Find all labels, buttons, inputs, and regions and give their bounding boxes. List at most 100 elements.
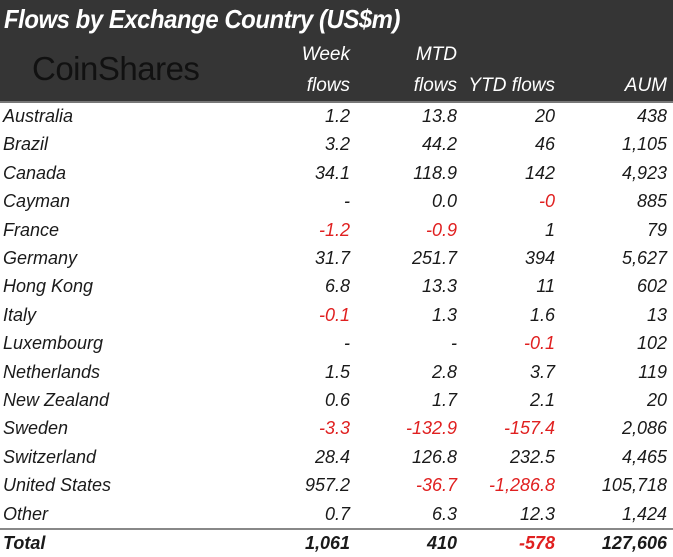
table-header: Flows by Exchange Country (US$m) CoinSha… [0, 0, 673, 101]
table-row: Italy -0.1 1.3 1.6 13 [0, 301, 673, 329]
week-flows-value: -0.1 [318, 304, 350, 325]
mtd-flows-value: 1.3 [431, 304, 457, 325]
aum-value: 20 [646, 390, 667, 410]
mtd-flows-value: 251.7 [411, 248, 457, 268]
ytd-flows-value: 1 [544, 219, 555, 240]
mtd-flows-value: -36.7 [415, 475, 457, 496]
mtd-flows-value: 13.8 [421, 106, 457, 126]
aum-value: 885 [636, 191, 667, 212]
table-row: France -1.2 -0.9 1 79 [0, 216, 673, 244]
mtd-flows-value: 118.9 [413, 162, 457, 183]
table-row: Hong Kong 6.8 13.3 11 602 [0, 272, 673, 300]
aum-value: 4,465 [621, 446, 667, 467]
week-flows-value: 0.6 [324, 390, 350, 410]
aum-value: 127,606 [601, 533, 667, 553]
week-flows-value: 0.7 [324, 503, 350, 524]
col-mtd-line2: flows [413, 75, 457, 96]
aum-value: 13 [646, 304, 667, 325]
week-flows-value: - [344, 333, 350, 354]
ytd-flows-value: 20 [534, 106, 555, 126]
table-row: Other 0.7 6.3 12.3 1,424 [0, 500, 673, 528]
ytd-flows-value: 394 [524, 248, 555, 268]
table-row: Germany 31.7 251.7 394 5,627 [0, 244, 673, 272]
week-flows-value: -3.3 [318, 418, 350, 439]
ytd-flows-value: -0.1 [523, 333, 555, 354]
week-flows-value: 1,061 [304, 533, 350, 553]
week-flows-value: 1.5 [324, 361, 350, 382]
mtd-flows-value: 2.8 [431, 361, 457, 382]
week-flows-value: - [344, 191, 350, 212]
country-name: Germany [3, 248, 78, 268]
aum-value: 602 [636, 276, 667, 297]
mtd-flows-value: - [451, 333, 457, 354]
table-row: Luxembourg - - -0.1 102 [0, 329, 673, 357]
week-flows-value: 31.7 [314, 248, 350, 268]
week-flows-value: 6.8 [324, 276, 350, 297]
country-name: Sweden [3, 418, 69, 439]
table-row: New Zealand 0.6 1.7 2.1 20 [0, 386, 673, 414]
mtd-flows-value: 126.8 [411, 446, 457, 467]
aum-value: 1,424 [621, 503, 667, 524]
ytd-flows-value: 232.5 [509, 446, 555, 467]
country-name: Australia [3, 106, 74, 126]
col-mtd-line1: MTD [415, 44, 457, 65]
table-row: Australia 1.2 13.8 20 438 [0, 102, 673, 130]
header-divider [0, 101, 673, 103]
aum-value: 4,923 [621, 162, 667, 183]
aum-value: 79 [646, 219, 667, 240]
country-name: Other [3, 503, 49, 524]
country-name: Cayman [3, 191, 71, 212]
week-flows-value: 28.4 [314, 446, 350, 467]
country-name: Luxembourg [3, 333, 104, 354]
country-name: Switzerland [3, 446, 97, 467]
ytd-flows-value: 11 [536, 276, 555, 297]
ytd-flows-value: 12.3 [519, 503, 555, 524]
ytd-flows-value: -0 [538, 191, 555, 212]
mtd-flows-value: -0.9 [425, 219, 457, 240]
week-flows-value: -1.2 [318, 219, 350, 240]
table-row: Canada 34.1 118.9 142 4,923 [0, 159, 673, 187]
aum-value: 438 [636, 106, 667, 126]
country-name: Netherlands [3, 361, 101, 382]
ytd-flows-value: 1.6 [529, 304, 555, 325]
table-row: Netherlands 1.5 2.8 3.7 119 [0, 358, 673, 386]
mtd-flows-value: -132.9 [405, 418, 457, 439]
mtd-flows-value: 0.0 [431, 191, 457, 212]
aum-value: 1,105 [621, 134, 667, 155]
mtd-flows-value: 6.3 [431, 503, 457, 524]
col-ytd: YTD flows [468, 75, 555, 96]
aum-value: 2,086 [621, 418, 667, 439]
country-name: Italy [3, 304, 37, 325]
week-flows-value: 3.2 [324, 134, 350, 155]
week-flows-value: 34.1 [314, 162, 350, 183]
ytd-flows-value: 3.7 [529, 361, 555, 382]
country-name: Brazil [3, 134, 49, 155]
table-row: Brazil 3.2 44.2 46 1,105 [0, 130, 673, 158]
country-name: Hong Kong [3, 276, 94, 297]
week-flows-value: 957.2 [304, 475, 350, 496]
country-name: Canada [3, 162, 67, 183]
col-week-line1: Week [301, 44, 350, 65]
mtd-flows-value: 410 [426, 533, 457, 553]
aum-value: 5,627 [621, 248, 667, 268]
aum-value: 102 [636, 333, 667, 354]
col-week-line2: flows [306, 75, 350, 96]
ytd-flows-value: 2.1 [529, 390, 555, 410]
total-row: Total 1,061 410 -578 127,606 [0, 529, 673, 557]
aum-value: 119 [638, 361, 667, 382]
table-row: United States 957.2 -36.7 -1,286.8 105,718 [0, 471, 673, 499]
table-row: Switzerland 28.4 126.8 232.5 4,465 [0, 443, 673, 471]
coinshares-logo: CoinShares [32, 50, 200, 87]
week-flows-value: 1.2 [324, 106, 350, 126]
ytd-flows-value: -578 [518, 533, 555, 553]
mtd-flows-value: 13.3 [421, 276, 457, 297]
country-name: United States [3, 475, 112, 496]
country-name: France [3, 219, 60, 240]
mtd-flows-value: 1.7 [431, 390, 457, 410]
ytd-flows-value: -157.4 [503, 418, 555, 439]
col-aum: AUM [624, 75, 667, 96]
aum-value: 105,718 [601, 475, 667, 496]
ytd-flows-value: -1,286.8 [488, 475, 555, 496]
country-name: New Zealand [3, 390, 110, 410]
page-title: Flows by Exchange Country (US$m) [4, 4, 400, 34]
